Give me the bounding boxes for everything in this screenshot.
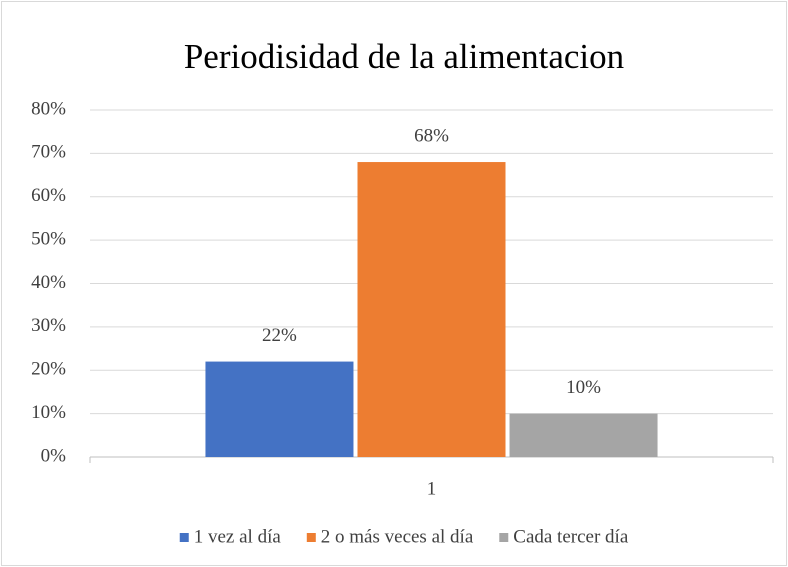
- y-tick-label: 0%: [41, 445, 67, 466]
- data-label: 68%: [414, 125, 449, 146]
- y-tick-label: 10%: [31, 402, 66, 423]
- bar: [509, 413, 658, 457]
- y-tick-label: 80%: [31, 98, 66, 119]
- legend-label: Cada tercer día: [513, 526, 629, 547]
- legend-swatch: [179, 533, 189, 542]
- legend-swatch: [499, 533, 509, 542]
- y-tick-label: 40%: [31, 272, 66, 293]
- legend-label: 2 o más veces al día: [321, 526, 474, 547]
- y-tick-label: 30%: [31, 315, 66, 336]
- chart-title: Periodisidad de la alimentacion: [184, 37, 624, 76]
- y-tick-label: 60%: [31, 185, 66, 206]
- legend-swatch: [306, 533, 316, 542]
- y-tick-label: 50%: [31, 228, 66, 249]
- legend-label: 1 vez al día: [194, 526, 282, 547]
- bar: [357, 162, 506, 458]
- data-label: 22%: [262, 325, 297, 346]
- x-tick-label: 1: [427, 478, 437, 499]
- bar: [205, 361, 354, 457]
- data-label: 10%: [566, 377, 601, 398]
- y-tick-label: 70%: [31, 142, 66, 163]
- y-tick-label: 20%: [31, 359, 66, 380]
